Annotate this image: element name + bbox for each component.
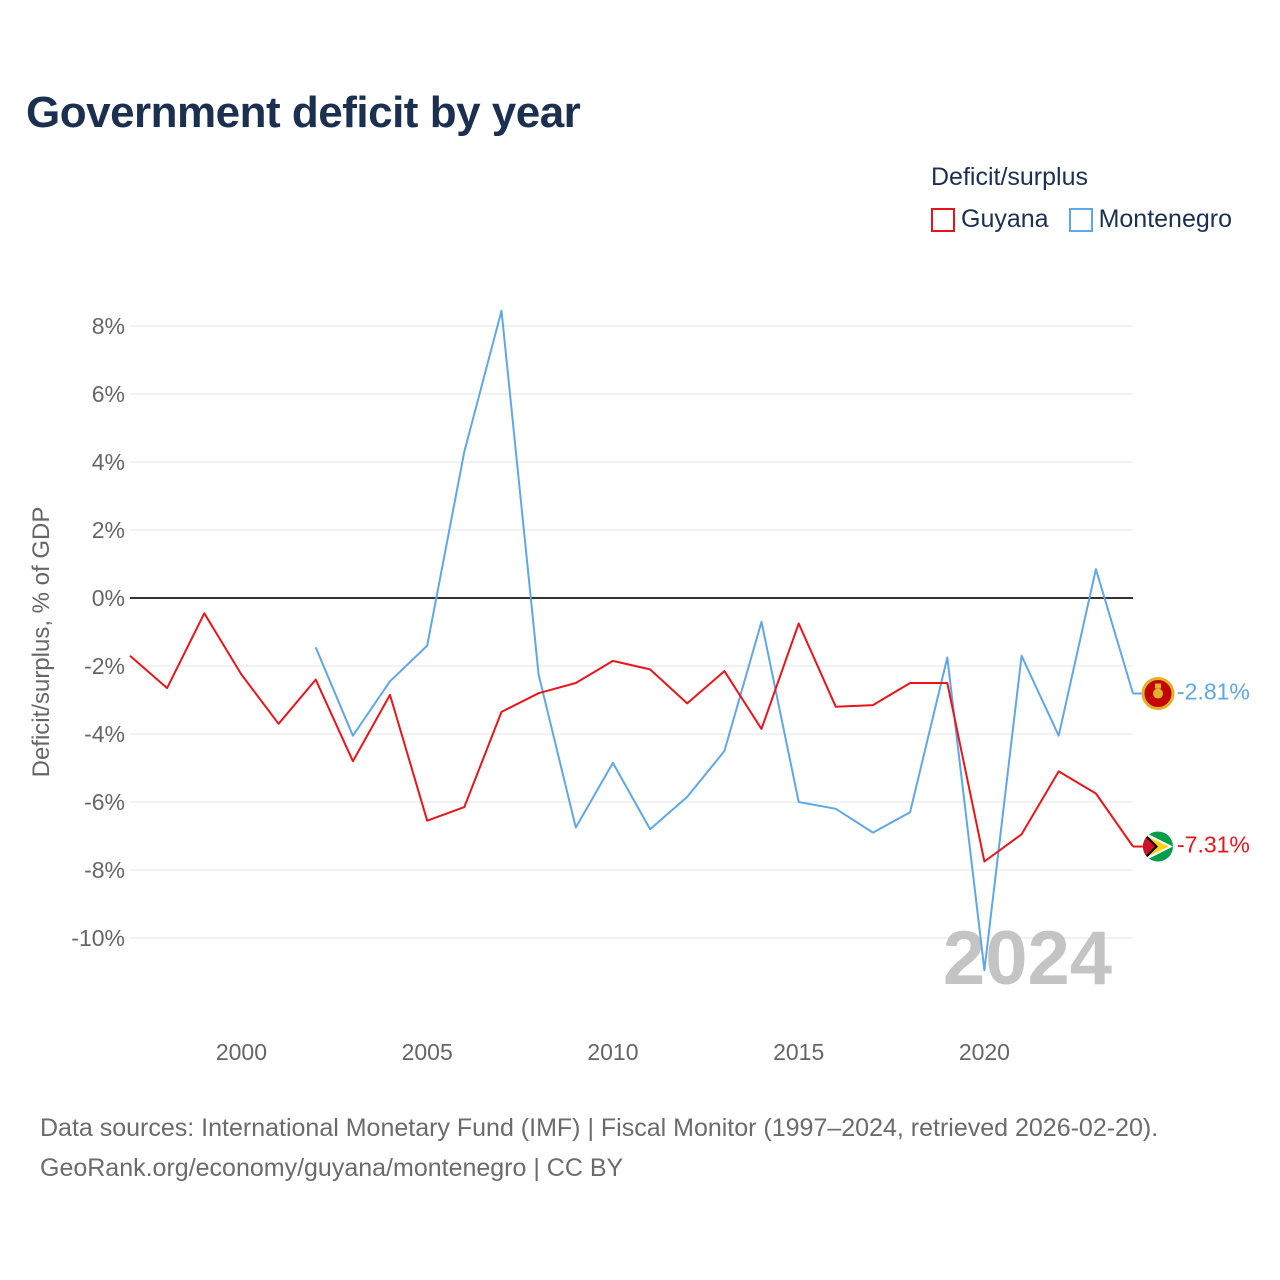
legend-swatch-guyana	[931, 207, 955, 232]
y-tick-label: -10%	[71, 925, 125, 951]
guyana-flag-icon	[1143, 831, 1173, 862]
y-tick-label: 6%	[92, 381, 125, 407]
legend-swatch-montenegro	[1068, 207, 1093, 232]
y-tick-label: 0%	[92, 585, 125, 611]
source-line-2: GeoRank.org/economy/guyana/montenegro | …	[40, 1154, 624, 1182]
y-tick-label: -2%	[84, 653, 125, 679]
legend: Guyana Montenegro	[931, 205, 1232, 234]
y-axis-ticks: 8% 6% 4% 2% 0% -2% -4% -6% -8% -10%	[71, 313, 125, 951]
source-line-1: Data sources: International Monetary Fun…	[40, 1114, 1159, 1142]
x-tick-label: 2005	[402, 1039, 453, 1065]
y-tick-label: 4%	[92, 449, 125, 475]
x-tick-label: 2010	[587, 1039, 638, 1065]
series-line-guyana[interactable]	[129, 612, 1134, 863]
source-note: Data sources: International Monetary Fun…	[40, 1108, 1158, 1188]
montenegro-flag-icon	[1141, 677, 1175, 711]
legend-item-guyana[interactable]: Guyana	[931, 205, 1049, 234]
y-tick-label: -6%	[84, 789, 125, 815]
series-line-montenegro[interactable]	[314, 309, 1134, 972]
legend-item-montenegro[interactable]: Montenegro	[1068, 205, 1232, 234]
y-tick-label: 8%	[92, 313, 125, 339]
gridlines	[130, 325, 1133, 939]
legend-label-montenegro: Montenegro	[1098, 205, 1232, 233]
end-markers	[1141, 677, 1175, 862]
chart-title: Government deficit by year	[26, 88, 581, 137]
x-tick-label: 2000	[216, 1039, 267, 1065]
series-lines	[129, 309, 1143, 972]
legend-title: Deficit/surplus	[931, 163, 1088, 191]
x-tick-label: 2015	[773, 1039, 824, 1065]
legend-label-guyana: Guyana	[961, 205, 1049, 233]
y-tick-label: 2%	[92, 517, 125, 543]
year-watermark: 2024	[943, 916, 1112, 1001]
x-axis-ticks: 2000 2005 2010 2015 2020	[216, 1039, 1010, 1065]
guyana-end-label: -7.31%	[1177, 832, 1250, 858]
x-tick-label: 2020	[959, 1039, 1010, 1065]
y-tick-label: -4%	[84, 721, 125, 747]
y-tick-label: -8%	[84, 857, 125, 883]
montenegro-end-label: -2.81%	[1177, 679, 1250, 705]
